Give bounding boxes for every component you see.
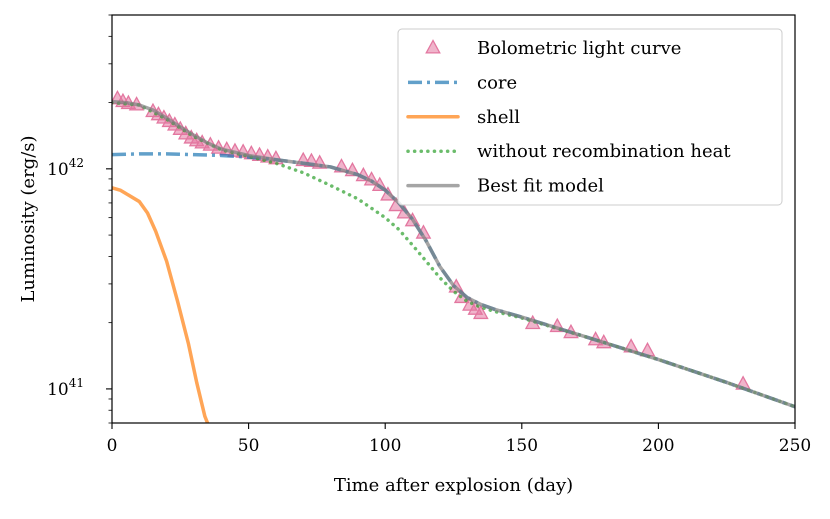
x-tick-label: 150	[506, 436, 538, 456]
series-line-shell	[112, 186, 210, 423]
legend-entries: Bolometric light curve core shell without r…	[406, 38, 731, 197]
x-tick-label: 50	[238, 436, 260, 456]
legend-box	[397, 28, 783, 206]
legend-label: without recombination heat	[477, 141, 731, 162]
plot-frame	[111, 14, 796, 424]
legend-marker-bolometric	[425, 39, 441, 54]
x-tick-label: 100	[369, 436, 401, 456]
series-line-without-recombination-heat	[112, 100, 795, 409]
y-tick-label: 1041	[47, 376, 84, 400]
legend-label: Bolometric light curve	[477, 38, 681, 59]
legend-label: Best fit model	[477, 176, 604, 197]
legend-label: core	[477, 72, 517, 93]
series-layer	[112, 89, 795, 423]
series-line-best-fit-model	[112, 99, 795, 409]
ticks-layer: 0 50 100 150 200 250 1041 1042	[47, 14, 811, 456]
y-tick-label: 1042	[47, 156, 84, 180]
legend-label: shell	[477, 107, 520, 128]
x-tick-label: 250	[779, 436, 811, 456]
x-axis-label: Time after explosion (day)	[334, 475, 573, 496]
data-point-marker	[472, 304, 489, 320]
x-tick-label: 0	[107, 436, 118, 456]
y-axis-label: Luminosity (erg/s)	[18, 135, 39, 302]
legend: Bolometric light curve core shell without r…	[397, 28, 783, 206]
x-tick-label: 200	[642, 436, 674, 456]
